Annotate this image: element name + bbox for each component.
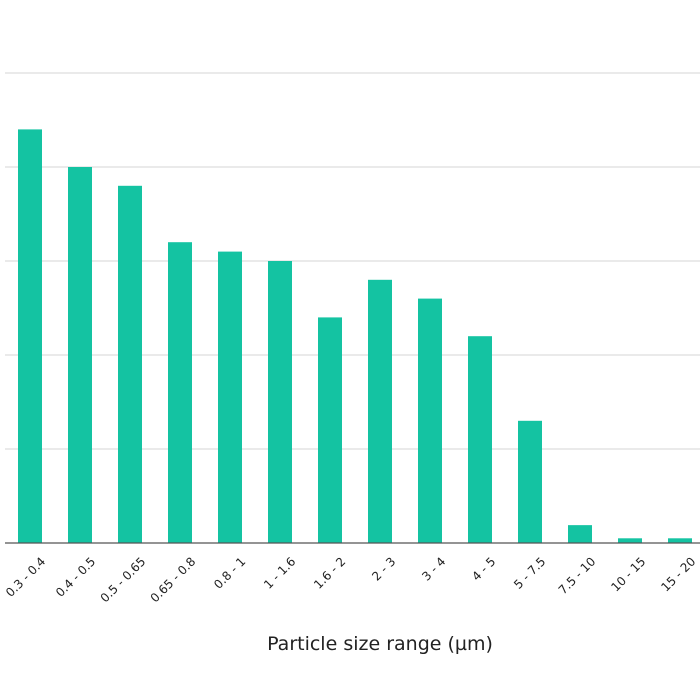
x-tick-label: 0.4 - 0.5 (53, 554, 98, 599)
bars (18, 129, 692, 544)
bar (318, 317, 342, 543)
bar (218, 251, 242, 543)
bar (368, 279, 392, 543)
x-tick-label: 0.5 - 0.65 (98, 554, 149, 605)
x-tick-label: 4 - 5 (469, 554, 498, 583)
bar (618, 538, 642, 543)
bar (418, 298, 442, 543)
x-tick-label: 0.65 - 0.8 (148, 554, 199, 605)
x-tick-label: 3 - 4 (419, 554, 448, 583)
x-tick-label: 7.5 - 10 (556, 554, 599, 597)
bar (18, 129, 42, 543)
x-axis-title: Particle size range (µm) (267, 633, 493, 655)
x-tick-label: 0.8 - 1 (211, 554, 248, 591)
x-tick-label: 1.6 - 2 (311, 554, 348, 591)
bar (668, 538, 692, 543)
x-tick-label: 1 - 1.6 (261, 554, 298, 591)
bar (118, 185, 142, 544)
gridlines (5, 72, 700, 450)
bar (518, 420, 542, 543)
x-tick-label: 0.3 - 0.4 (3, 554, 48, 599)
x-tick-labels: 0.3 - 0.4 0.4 - 0.5 0.5 - 0.65 0.65 - 0.8 0.… (3, 554, 698, 605)
bar (568, 525, 592, 543)
x-tick-label: 15 - 20 (658, 554, 698, 594)
x-tick-label: 2 - 3 (369, 554, 398, 583)
bar (268, 261, 292, 543)
x-tick-label: 10 - 15 (608, 554, 648, 594)
bar (168, 242, 192, 543)
x-tick-label: 5 - 7.5 (511, 554, 548, 591)
bar (468, 336, 492, 543)
bar (68, 167, 92, 543)
